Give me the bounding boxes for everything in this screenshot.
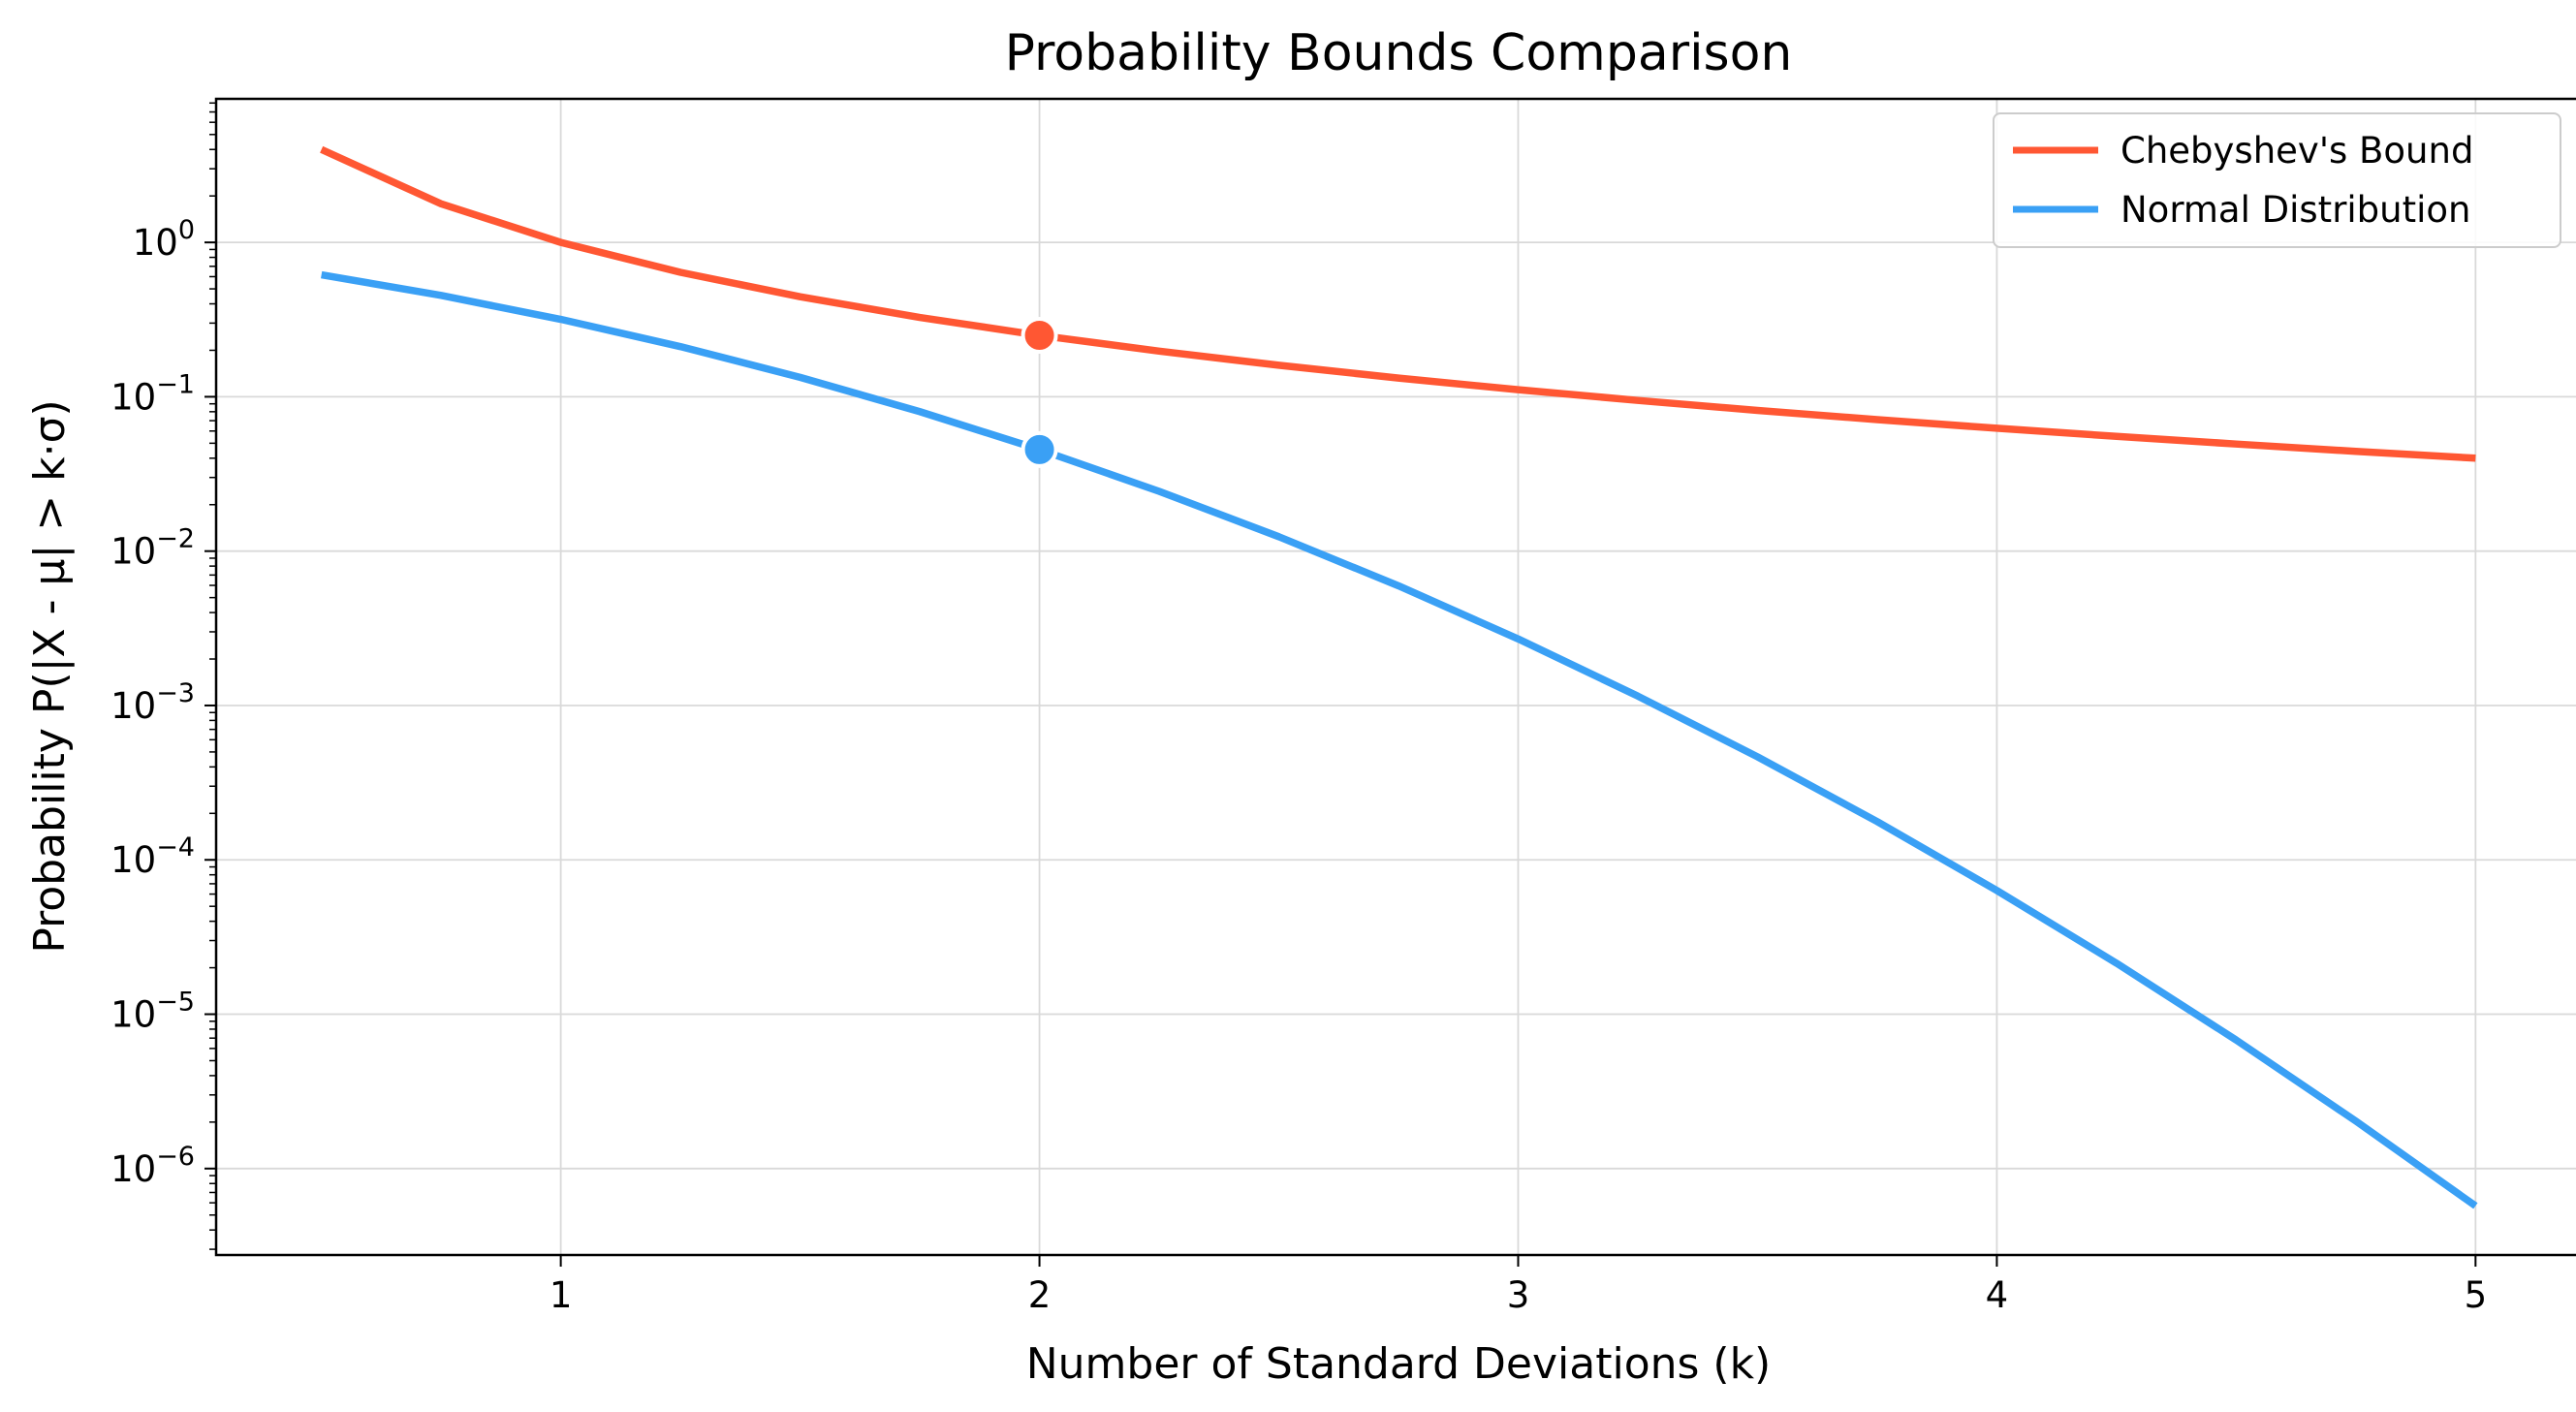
y-tick-label: 10−6	[110, 1142, 195, 1190]
y-tick-base: 10	[133, 222, 178, 264]
x-axis-ticks: 1 2 3 4 5	[550, 1255, 2487, 1316]
plot-frame	[214, 97, 2576, 1257]
y-tick-base: 10	[110, 685, 156, 727]
highlight-point-1	[1021, 430, 1058, 468]
y-tick-label: 10−1	[110, 369, 195, 418]
series-line-0	[320, 145, 2476, 462]
chart-title: Probability Bounds Comparison	[1005, 24, 1793, 82]
x-tick-label: 4	[1986, 1274, 2009, 1316]
x-tick-label: 1	[550, 1274, 573, 1316]
y-tick-label: 10−2	[110, 524, 195, 573]
y-axis-label: Probability P(|X - μ| > k·σ)	[25, 399, 75, 953]
y-tick-exponent: −5	[156, 988, 195, 1018]
y-tick-base: 10	[110, 994, 156, 1036]
y-tick-label: 10−3	[110, 678, 195, 727]
legend-label-chebyshev: Chebyshev's Bound	[2120, 130, 2473, 172]
y-tick-exponent: 0	[178, 215, 195, 245]
y-tick-exponent: −1	[156, 369, 195, 399]
legend-frame	[1993, 112, 2561, 248]
y-tick-label: 100	[133, 215, 195, 264]
y-tick-exponent: −2	[156, 524, 195, 554]
y-tick-base: 10	[110, 376, 156, 418]
y-tick-base: 10	[110, 839, 156, 881]
grid-lines	[216, 99, 2576, 1255]
y-tick-exponent: −3	[156, 678, 195, 708]
series-line-1	[321, 270, 2478, 1209]
y-tick-base: 10	[110, 531, 156, 573]
legend: Chebyshev's Bound Normal Distribution	[1993, 112, 2561, 248]
y-tick-exponent: −6	[156, 1142, 195, 1172]
x-tick-label: 3	[1507, 1274, 1530, 1316]
y-tick-label: 10−5	[110, 988, 195, 1036]
highlight-point-0	[1021, 317, 1058, 355]
highlight-points	[1021, 317, 1058, 468]
x-axis-label: Number of Standard Deviations (k)	[1026, 1339, 1771, 1389]
y-tick-label: 10−4	[110, 832, 195, 881]
series-layer	[320, 145, 2478, 1209]
y-tick-exponent: −4	[156, 832, 195, 863]
y-axis-minor-ticks	[209, 102, 216, 1250]
legend-label-normal: Normal Distribution	[2120, 189, 2471, 231]
x-tick-label: 2	[1028, 1274, 1052, 1316]
x-tick-label: 5	[2465, 1274, 2488, 1316]
y-tick-base: 10	[110, 1148, 156, 1190]
